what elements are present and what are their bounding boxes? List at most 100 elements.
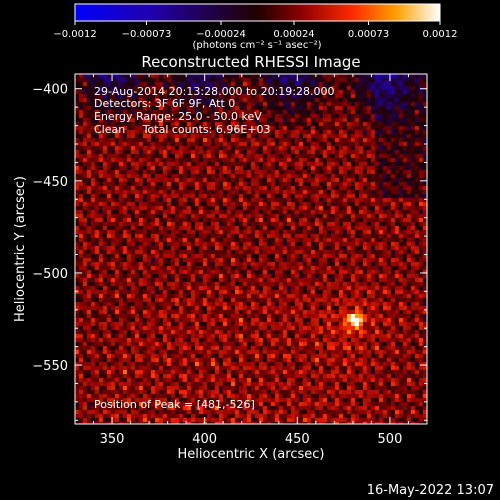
heatmap-pixel (191, 102, 195, 106)
heatmap-pixel (267, 158, 271, 162)
heatmap-pixel (339, 242, 343, 246)
heatmap-pixel (99, 298, 103, 302)
heatmap-pixel (287, 266, 291, 270)
heatmap-pixel (303, 174, 307, 178)
heatmap-pixel (291, 210, 295, 214)
heatmap-pixel (79, 262, 83, 266)
heatmap-pixel (299, 198, 303, 202)
heatmap-pixel (383, 254, 387, 258)
heatmap-pixel (143, 158, 147, 162)
heatmap-pixel (127, 142, 131, 146)
heatmap-pixel (291, 74, 295, 78)
heatmap-pixel (187, 98, 191, 102)
heatmap-pixel (135, 234, 139, 238)
heatmap-pixel (339, 106, 343, 110)
heatmap-pixel (327, 206, 331, 210)
heatmap-pixel (387, 254, 391, 258)
heatmap-pixel (243, 222, 247, 226)
heatmap-pixel (379, 110, 383, 114)
heatmap-pixel (275, 218, 279, 222)
heatmap-pixel (283, 214, 287, 218)
heatmap-pixel (167, 102, 171, 106)
heatmap-pixel (159, 150, 163, 154)
heatmap-pixel (243, 198, 247, 202)
heatmap-pixel (283, 254, 287, 258)
heatmap-pixel (243, 74, 247, 78)
heatmap-pixel (255, 174, 259, 178)
heatmap-pixel (111, 286, 115, 290)
heatmap-pixel (231, 258, 235, 262)
heatmap-pixel (95, 82, 99, 86)
heatmap-pixel (327, 86, 331, 90)
heatmap-pixel (127, 270, 131, 274)
heatmap-pixel (187, 162, 191, 166)
heatmap-pixel (231, 146, 235, 150)
heatmap-pixel (107, 230, 111, 234)
heatmap-pixel (103, 210, 107, 214)
heatmap-pixel (375, 118, 379, 122)
heatmap-pixel (363, 90, 367, 94)
heatmap-pixel (199, 290, 203, 294)
heatmap-pixel (255, 106, 259, 110)
heatmap-pixel (323, 274, 327, 278)
heatmap-pixel (155, 150, 159, 154)
heatmap-pixel (75, 74, 79, 78)
heatmap-pixel (243, 90, 247, 94)
heatmap-pixel (111, 86, 115, 90)
heatmap-pixel (239, 94, 243, 98)
heatmap-pixel (235, 174, 239, 178)
heatmap-pixel (183, 254, 187, 258)
heatmap-pixel (331, 134, 335, 138)
heatmap-pixel (99, 118, 103, 122)
heatmap-pixel (155, 250, 159, 254)
heatmap-pixel (95, 106, 99, 110)
heatmap-pixel (187, 154, 191, 158)
heatmap-pixel (299, 118, 303, 122)
heatmap-pixel (251, 234, 255, 238)
heatmap-pixel (271, 170, 275, 174)
heatmap-pixel (415, 106, 419, 110)
heatmap-pixel (131, 106, 135, 110)
heatmap-pixel (131, 266, 135, 270)
heatmap-pixel (331, 182, 335, 186)
heatmap-pixel (179, 214, 183, 218)
heatmap-pixel (403, 74, 407, 78)
heatmap-pixel (415, 246, 419, 250)
heatmap-pixel (251, 298, 255, 302)
heatmap-pixel (87, 98, 91, 102)
heatmap-pixel (167, 182, 171, 186)
heatmap-pixel (131, 206, 135, 210)
heatmap-pixel (395, 254, 399, 258)
heatmap-pixel (183, 270, 187, 274)
heatmap-pixel (171, 202, 175, 206)
heatmap-pixel (155, 290, 159, 294)
heatmap-pixel (411, 138, 415, 142)
heatmap-pixel (195, 254, 199, 258)
heatmap-pixel (159, 106, 163, 110)
heatmap-pixel (135, 94, 139, 98)
heatmap-pixel (135, 286, 139, 290)
heatmap-pixel (151, 106, 155, 110)
heatmap-pixel (299, 226, 303, 230)
heatmap-pixel (359, 98, 363, 102)
heatmap-pixel (255, 230, 259, 234)
heatmap-pixel (287, 130, 291, 134)
heatmap-pixel (383, 234, 387, 238)
heatmap-pixel (75, 154, 79, 158)
heatmap-pixel (255, 78, 259, 82)
heatmap-pixel (91, 274, 95, 278)
heatmap-pixel (103, 102, 107, 106)
heatmap-pixel (127, 90, 131, 94)
heatmap-pixel (115, 106, 119, 110)
heatmap-pixel (151, 270, 155, 274)
heatmap-pixel (387, 142, 391, 146)
heatmap-pixel (327, 246, 331, 250)
heatmap-pixel (419, 78, 423, 82)
heatmap-pixel (99, 122, 103, 126)
heatmap-pixel (183, 230, 187, 234)
heatmap-pixel (79, 142, 83, 146)
heatmap-pixel (371, 94, 375, 98)
heatmap-pixel (335, 118, 339, 122)
heatmap-pixel (187, 250, 191, 254)
heatmap-pixel (191, 190, 195, 194)
